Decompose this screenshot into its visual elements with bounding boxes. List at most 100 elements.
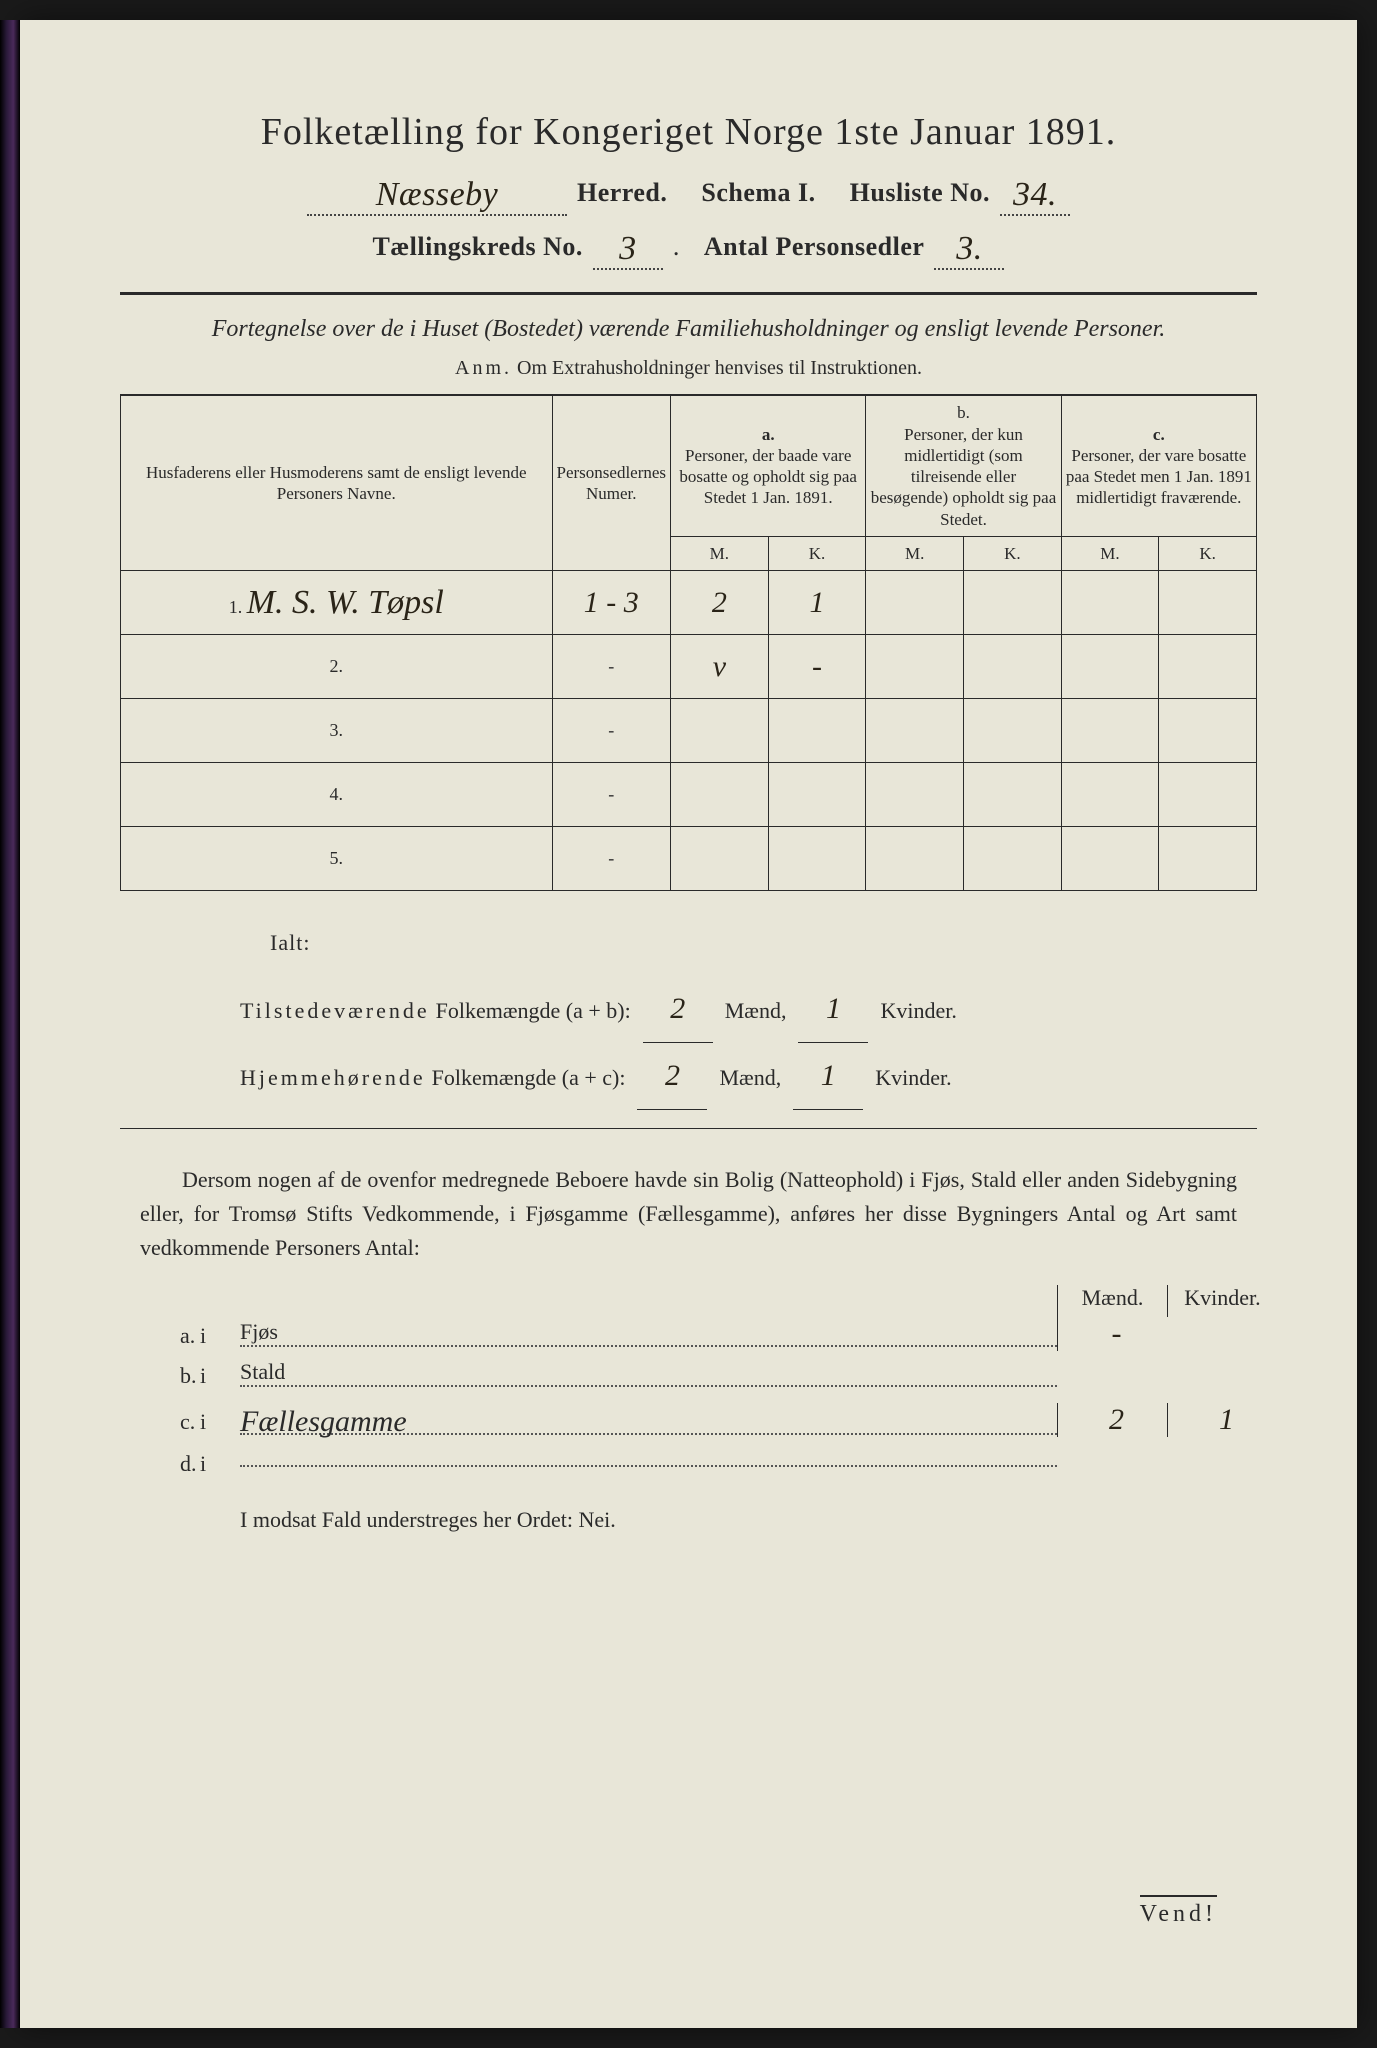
row-ck [1159, 635, 1257, 699]
dwelling-row-letter: b. [140, 1363, 200, 1389]
th-b: b. Personer, der kun midlertidigt (som t… [866, 396, 1061, 537]
dwelling-row: c. i Fællesgamme 2 1 [140, 1403, 1277, 1439]
row-ak: - [768, 635, 866, 699]
row-bk [964, 827, 1062, 891]
dwelling-row-name [240, 1465, 1057, 1467]
th-ak: K. [768, 536, 866, 570]
th-am: M. [671, 536, 769, 570]
row-am [671, 763, 769, 827]
header-line-1: Næsseby Herred. Schema I. Husliste No. 3… [120, 172, 1257, 212]
resident-m: 2 [637, 1043, 707, 1110]
dwelling-row: a. i Fjøs - [140, 1317, 1277, 1351]
row-name-cell: 4. [121, 763, 553, 827]
row-num-cell: - [552, 763, 671, 827]
row-cm [1061, 763, 1159, 827]
row-ck [1159, 827, 1257, 891]
antal-value: 3. [934, 230, 1004, 270]
row-bk [964, 699, 1062, 763]
dwelling-row: b. i Stald [140, 1363, 1277, 1391]
dwelling-row-i: i [200, 1363, 240, 1389]
row-num-cell: - [552, 827, 671, 891]
dwelling-row-name: Fællesgamme [240, 1399, 1057, 1435]
vend-label: Vend! [1140, 1895, 1217, 1928]
row-ck [1159, 763, 1257, 827]
nei-line: I modsat Fald understreges her Ordet: Ne… [240, 1507, 1257, 1533]
dwelling-row-letter: a. [140, 1323, 200, 1349]
husliste-label: Husliste No. [850, 178, 990, 208]
herred-value: Næsseby [307, 176, 567, 216]
dwelling-header: Mænd. Kvinder. [140, 1285, 1277, 1317]
dwelling-row-name: Fjøs [240, 1319, 1057, 1347]
row-ck [1159, 571, 1257, 635]
table-row: 4. - [121, 763, 1257, 827]
total-line-resident: Hjemmehørende Folkemængde (a + c): 2 Mæn… [240, 1043, 1257, 1110]
row-name-cell: 3. [121, 699, 553, 763]
dwelling-row-letter: d. [140, 1451, 200, 1477]
ialt-label: Ialt: [240, 919, 1257, 967]
kreds-value: 3 [593, 230, 663, 270]
dwelling-row: d. i [140, 1451, 1277, 1477]
row-am: 2 [671, 571, 769, 635]
divider-1 [120, 292, 1257, 295]
row-ak [768, 699, 866, 763]
row-bk [964, 635, 1062, 699]
header-line-2: Tællingskreds No. 3 . Antal Personsedler… [120, 226, 1257, 266]
table-row: 5. - [121, 827, 1257, 891]
row-num-cell: 1 - 3 [552, 571, 671, 635]
row-num-cell: - [552, 635, 671, 699]
row-ak [768, 827, 866, 891]
dwelling-row-name: Stald [240, 1359, 1057, 1387]
row-bm [866, 763, 964, 827]
row-am: v [671, 635, 769, 699]
totals-block: Ialt: Tilstedeværende Folkemængde (a + b… [120, 919, 1257, 1109]
anm-line: Anm. Om Extrahusholdninger henvises til … [120, 357, 1257, 380]
dwelling-paragraph: Dersom nogen af de ovenfor medregnede Be… [140, 1163, 1237, 1265]
total-line-present: Tilstedeværende Folkemængde (a + b): 2 M… [240, 976, 1257, 1043]
row-num-cell: - [552, 699, 671, 763]
row-am [671, 699, 769, 763]
dwelling-row-i: i [200, 1451, 240, 1477]
row-ak [768, 763, 866, 827]
table-row: 1. M. S. W. Tøpsl 1 - 3 2 1 [121, 571, 1257, 635]
anm-text: Om Extrahusholdninger henvises til Instr… [517, 357, 922, 379]
th-c: c. Personer, der vare bosatte paa Stedet… [1061, 396, 1256, 537]
row-bm [866, 699, 964, 763]
intro-text: Fortegnelse over de i Huset (Bostedet) v… [160, 313, 1217, 345]
row-bm [866, 827, 964, 891]
row-cm [1061, 571, 1159, 635]
th-bk: K. [964, 536, 1062, 570]
row-cm [1061, 699, 1159, 763]
row-bk [964, 763, 1062, 827]
scan-edge [0, 20, 20, 2028]
antal-label: Antal Personsedler [704, 232, 925, 262]
kreds-label: Tællingskreds No. [373, 232, 583, 262]
row-ck [1159, 699, 1257, 763]
page-title: Folketælling for Kongeriget Norge 1ste J… [120, 110, 1257, 154]
census-form-page: Folketælling for Kongeriget Norge 1ste J… [20, 20, 1357, 2028]
table-row: 2. - v - [121, 635, 1257, 699]
row-bm [866, 635, 964, 699]
dwelling-h-k: Kvinder. [1167, 1285, 1277, 1317]
row-name-cell: 5. [121, 827, 553, 891]
th-a: a. Personer, der baade vare bosatte og o… [671, 396, 866, 537]
schema-label: Schema I. [701, 178, 815, 208]
row-bm [866, 571, 964, 635]
th-name: Husfaderens eller Husmoderens samt de en… [121, 396, 553, 571]
row-cm [1061, 635, 1159, 699]
dwelling-row-m: 2 [1057, 1403, 1167, 1437]
row-ak: 1 [768, 571, 866, 635]
th-num: Personsedlernes Numer. [552, 396, 671, 571]
row-bk [964, 571, 1062, 635]
anm-label: Anm. [455, 357, 512, 379]
herred-label: Herred. [577, 178, 667, 208]
dwelling-h-m: Mænd. [1057, 1285, 1167, 1317]
present-m: 2 [643, 976, 713, 1043]
dwelling-table: Mænd. Kvinder. a. i Fjøs - b. i Stald c.… [140, 1285, 1277, 1477]
table-row: 3. - [121, 699, 1257, 763]
row-cm [1061, 827, 1159, 891]
row-am [671, 827, 769, 891]
dwelling-row-letter: c. [140, 1409, 200, 1435]
th-bm: M. [866, 536, 964, 570]
row-name-cell: 1. M. S. W. Tøpsl [121, 571, 553, 635]
dwelling-row-m: - [1057, 1317, 1167, 1351]
